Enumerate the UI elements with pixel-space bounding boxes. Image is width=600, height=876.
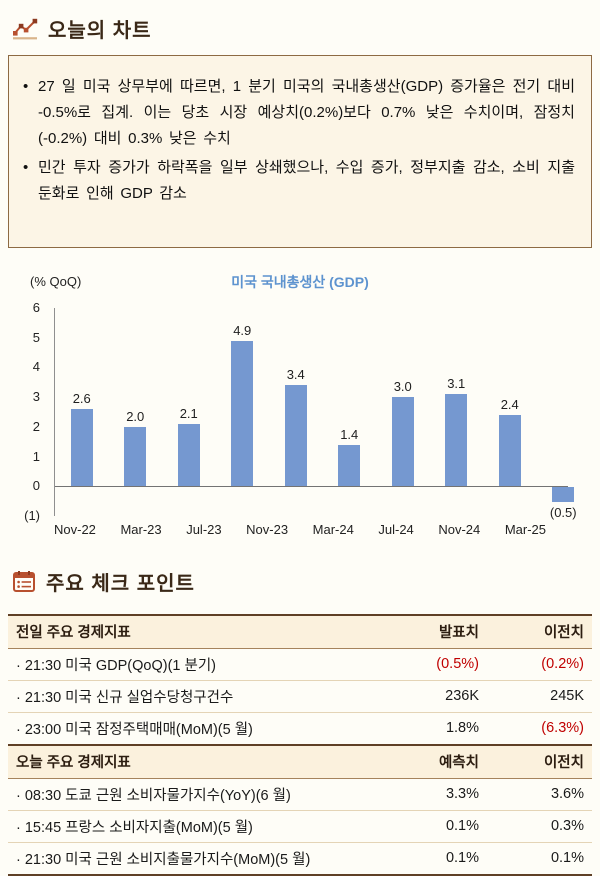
indicator-name: · 21:30 미국 근원 소비지출물가지수(MoM)(5 월) <box>16 851 311 868</box>
bullet-marker: • <box>23 78 29 95</box>
plot: 2.6 2.0 2.1 4.9 3.4 1.4 3.0 3.1 2.4 (0.5) <box>54 307 590 520</box>
gdp-bar <box>70 409 93 487</box>
gdp-bar <box>391 397 414 487</box>
chart-title: 미국 국내총생산 (GDP) <box>231 273 369 290</box>
x-axis: Nov-22 Mar-23 Jul-23 Nov-23 Mar-24 Jul-24 Nov-… <box>54 522 590 537</box>
gdp-bar <box>498 414 521 487</box>
gdp-bar-chart: (% QoQ) 미국 국내총생산 (GDP) 6 5 4 3 2 1 0 (1) 2.6 2.0… <box>10 272 590 537</box>
x-tick-label: Nov-24 <box>438 521 481 537</box>
indicator-row: · 21:30 미국 근원 소비지출물가지수(MoM)(5 월) 0.1% 0.… <box>8 841 592 874</box>
gdp-bar <box>445 394 468 487</box>
indicator-value: 3.3% <box>445 786 479 803</box>
chart-header: (% QoQ) 미국 국내총생산 (GDP) <box>10 272 590 294</box>
y-tick-label: 3 <box>32 389 40 405</box>
indicator-value: (0.5%) <box>436 656 479 673</box>
indicator-value: (6.3%) <box>541 720 584 737</box>
x-tick-label: Mar-23 <box>120 521 162 537</box>
gdp-bar <box>552 487 575 503</box>
section-header-label: 오늘 주요 경제지표 <box>16 755 131 772</box>
bar-value-label: 3.4 <box>286 367 305 383</box>
column-header: 발표치 <box>438 625 479 642</box>
x-tick-label: Nov-22 <box>54 521 96 537</box>
section-title: 오늘의 차트 <box>48 20 152 42</box>
indicator-name: · 21:30 미국 신규 실업수당청구건수 <box>16 689 234 706</box>
column-header: 이전치 <box>543 625 584 642</box>
y-tick-label: 2 <box>32 418 40 434</box>
summary-bullet: • 민간 투자 증가가 하락폭을 일부 상쇄했으나, 수입 증가, 정부지출 감… <box>23 155 575 207</box>
summary-bullet: • 27 일 미국 상무부에 따르면, 1 분기 미국의 국내총생산(GDP) … <box>23 74 575 151</box>
column-header: 예측치 <box>438 755 479 772</box>
indicator-value: 3.6% <box>550 786 584 803</box>
indicator-value: 1.8% <box>445 720 479 737</box>
gdp-bar <box>338 444 361 487</box>
chart-icon <box>12 18 38 40</box>
x-tick-label: Jul-23 <box>186 521 222 537</box>
bar-value-label: (0.5) <box>549 505 577 521</box>
y-axis-unit-label: (% QoQ) <box>30 273 82 289</box>
indicator-value: 0.3% <box>550 818 584 835</box>
summary-bullet-text: 민간 투자 증가가 하락폭을 일부 상쇄했으나, 수입 증가, 정부지출 감소,… <box>38 159 575 203</box>
indicator-row: · 08:30 도쿄 근원 소비자물가지수(YoY)(6 월) 3.3% 3.6… <box>8 779 592 810</box>
bar-value-label: 2.1 <box>179 405 198 421</box>
indicator-value: 0.1% <box>445 850 479 867</box>
section-header-label: 전일 주요 경제지표 <box>16 625 131 642</box>
bullet-marker: • <box>23 159 29 177</box>
zero-axis-line <box>55 486 568 488</box>
bar-value-label: 3.1 <box>447 376 466 392</box>
indicator-name: · 21:30 미국 GDP(QoQ)(1 분기) <box>16 657 217 674</box>
indicator-value: 236K <box>445 688 479 705</box>
indicator-name: · 23:00 미국 잠정주택매매(MoM)(5 월) <box>16 721 253 738</box>
indicator-value: 0.1% <box>445 818 479 835</box>
indicator-value: (0.2%) <box>541 656 584 673</box>
x-tick-label: Mar-24 <box>312 521 354 537</box>
indicator-name: · 15:45 프랑스 소비자지출(MoM)(5 월) <box>16 819 253 836</box>
gdp-bar <box>231 340 254 487</box>
table-section-header-row: 오늘 주요 경제지표 예측치 이전치 <box>8 743 592 779</box>
bar-value-label: 2.6 <box>72 391 91 406</box>
y-tick-label: (1) <box>24 507 40 523</box>
indicator-name: · 08:30 도쿄 근원 소비자물가지수(YoY)(6 월) <box>16 787 291 804</box>
x-tick-label: Jul-24 <box>378 521 414 537</box>
y-tick-label: 0 <box>32 478 40 494</box>
y-tick-label: 4 <box>32 359 40 375</box>
bar-value-label: 2.4 <box>500 396 519 412</box>
y-tick-label: 1 <box>32 448 40 464</box>
x-tick-label: Nov-23 <box>246 521 289 537</box>
indicator-value: 0.1% <box>550 850 584 867</box>
y-tick-label: 6 <box>32 299 40 315</box>
indicator-row: · 23:00 미국 잠정주택매매(MoM)(5 월) 1.8% (6.3%) <box>8 711 592 744</box>
x-tick-label: Mar-25 <box>504 521 546 537</box>
indicator-row: · 21:30 미국 신규 실업수당청구건수 236K 245K <box>8 679 592 712</box>
indicator-row: · 21:30 미국 GDP(QoQ)(1 분기) (0.5%) (0.2%) <box>8 649 592 680</box>
indicator-row: · 15:45 프랑스 소비자지출(MoM)(5 월) 0.1% 0.3% <box>8 809 592 842</box>
summary-bullet-text: 27 일 미국 상무부에 따르면, 1 분기 미국의 국내총생산(GDP) 증가… <box>38 78 575 147</box>
y-tick-label: 5 <box>32 329 40 345</box>
bar-value-label: 4.9 <box>233 322 252 338</box>
bar-value-label: 3.0 <box>393 379 412 395</box>
indicator-value: 245K <box>550 688 584 705</box>
gdp-bar <box>177 423 200 487</box>
todays-chart-section-header: 오늘의 차트 <box>0 0 600 49</box>
calendar-icon <box>12 569 36 593</box>
chart-plot-area: 6 5 4 3 2 1 0 (1) 2.6 2.0 2.1 4.9 3.4 1.4 3.0 3.1 2.4 (0… <box>10 300 590 523</box>
y-axis: 6 5 4 3 2 1 0 (1) <box>10 300 48 523</box>
column-header: 이전치 <box>543 755 584 772</box>
checkpoints-section-header: 주요 체크 포인트 <box>0 537 600 602</box>
bar-value-label: 2.0 <box>126 408 145 424</box>
gdp-bar <box>284 385 307 487</box>
bar-value-label: 1.4 <box>340 426 359 442</box>
summary-box: • 27 일 미국 상무부에 따르면, 1 분기 미국의 국내총생산(GDP) … <box>8 55 592 248</box>
economic-indicators-table: 전일 주요 경제지표 발표치 이전치 · 21:30 미국 GDP(QoQ)(1… <box>8 613 592 876</box>
table-section-header-row: 전일 주요 경제지표 발표치 이전치 <box>8 615 592 649</box>
gdp-bar <box>124 426 147 487</box>
section-title: 주요 체크 포인트 <box>46 572 195 595</box>
